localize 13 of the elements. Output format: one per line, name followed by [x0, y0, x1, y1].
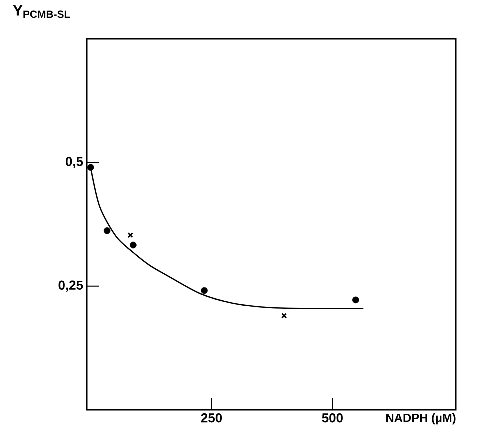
x-tick-label: 500 [322, 414, 343, 423]
y-axis-title: Y$_{PCMB-SL}$ [13, 5, 70, 18]
point [352, 296, 360, 304]
point [87, 164, 94, 171]
point [201, 287, 208, 294]
x-axis-title: NADPH (µM) [386, 414, 456, 425]
point [104, 228, 111, 234]
point [128, 232, 134, 238]
y-tick-label: 0,5 [66, 157, 84, 168]
point [130, 242, 137, 249]
x-tick-label: 250 [201, 414, 222, 423]
y-tick-label: 0,25 [58, 280, 84, 292]
point [281, 313, 288, 319]
